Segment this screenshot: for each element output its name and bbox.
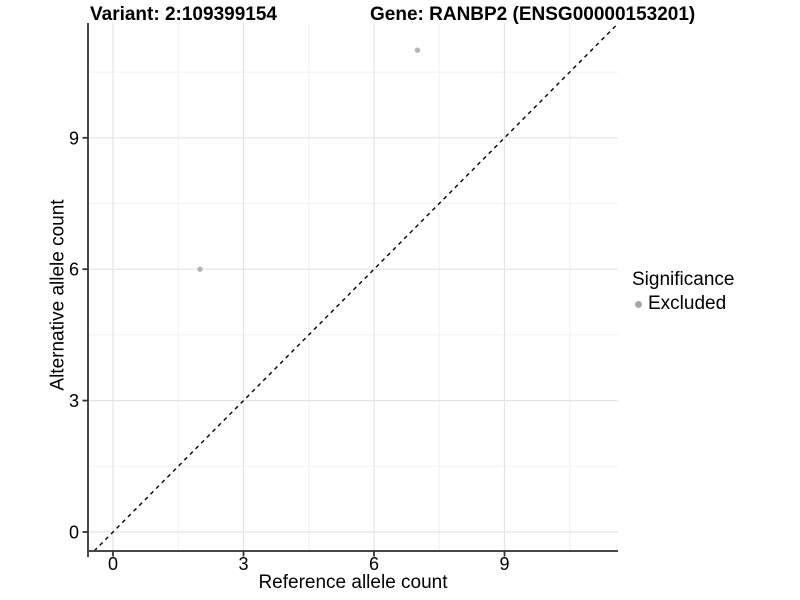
x-tick-label: 9 (499, 554, 509, 574)
y-tick-label: 6 (69, 260, 79, 280)
y-tick-label: 9 (69, 128, 79, 148)
y-axis-label: Alternative allele count (47, 199, 69, 391)
plot-title-variant: Variant: 2:109399154 (90, 4, 277, 25)
legend: Significance Excluded (632, 269, 735, 315)
data-point (414, 47, 421, 53)
x-axis-label: Reference allele count (258, 572, 448, 593)
identity-dashed-line (93, 23, 619, 552)
legend-item-label: Excluded (648, 292, 727, 314)
x-tick-label: 0 (108, 554, 118, 574)
y-tick-label: 3 (69, 391, 79, 411)
data-point (197, 266, 203, 272)
legend-key-dot (635, 300, 642, 308)
legend-item-excluded: Excluded (632, 292, 734, 315)
plot-title-gene: Gene: RANBP2 (ENSG00000153201) (370, 4, 696, 25)
y-tick-label: 0 (69, 523, 79, 543)
x-tick-label: 6 (369, 554, 379, 574)
legend-title: Significance (632, 269, 735, 290)
x-tick-label: 3 (238, 554, 248, 574)
